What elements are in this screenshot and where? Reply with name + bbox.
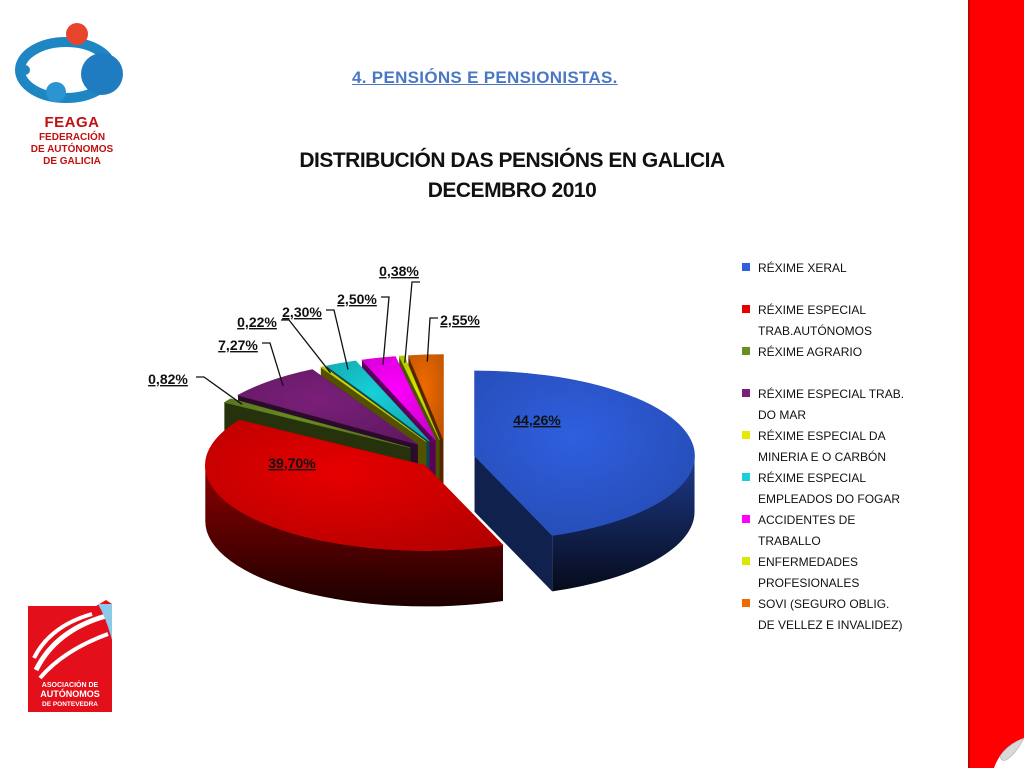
decorative-red-band [968,0,1024,768]
data-label: 2,50% [337,291,377,307]
apa-logo-text: DE PONTEVEDRA [42,701,98,708]
chart-title-line: DECEMBRO 2010 [427,179,597,202]
legend-label-line: RÉXIME ESPECIAL [758,471,867,485]
feaga-logo-icon [15,23,123,103]
apa-logo-icon: ASOCIACIÓN DE AUTÓNOMOS DE PONTEVEDRA [28,600,112,712]
slide-title: 4. PENSIÓNS E PENSIONISTAS. [352,68,618,87]
legend-label: ACCIDENTES DE TRABALLO [758,510,958,552]
data-label: 44,26% [513,412,561,428]
data-label: 7,27% [218,337,258,353]
feaga-name: FEAGA [44,114,100,131]
data-label: 0,82% [148,371,188,387]
legend-label-line: PROFESIONALES [758,576,860,590]
legend-swatch [742,431,750,439]
leader-line [326,309,349,370]
legend-label-line: RÉXIME ESPECIAL DA [758,429,886,443]
pie-slice [320,366,427,442]
legend-swatch [742,557,750,565]
data-label: 2,30% [282,304,322,320]
legend-label-line: MINERIA E O CARBÓN [758,450,887,464]
leader-line [404,281,420,363]
legend-swatch [742,263,750,271]
pie-slice [361,356,436,441]
feaga-subtitle-line: FEDERACIÓN [38,132,106,143]
legend-label-line: TRABALLO [758,534,821,548]
pie-chart: 44,26% 39,70% 0,82% 7,27% 0,22% 2,30% 2,50%0,3… [148,263,695,607]
pie-slice [205,419,504,551]
apa-logo-text: ASOCIACIÓN DE [42,680,99,689]
legend-label: RÉXIME ESPECIAL TRAB.AUTÓNOMOS [758,300,958,342]
legend-swatch [742,473,750,481]
leader-line [381,296,390,365]
legend-label-line: SOVI (SEGURO OBLIG. [758,597,890,611]
pie-slice [223,398,411,449]
pie-slice [474,370,695,536]
legend-label: ENFERMEDADES PROFESIONALES [758,552,958,594]
legend-swatch [742,599,750,607]
legend-label-line: RÉXIME AGRARIO [758,345,863,359]
pie-slice [398,355,440,440]
leader-line [426,317,438,362]
pie-slice [407,354,444,440]
data-label: 2,55% [440,312,480,328]
legend-label-line: DO MAR [758,408,806,422]
feaga-subtitle: FEDERACIÓN DE AUTÓNOMOS DE GALICIA [14,132,130,168]
legend-label-line: TRAB.AUTÓNOMOS [758,324,873,338]
leader-line [262,342,284,387]
pie-slice [237,369,418,445]
legend-label-line: EMPLEADOS DO FOGAR [758,492,901,506]
legend-label-line: RÉXIME XERAL [758,261,847,275]
legend-label-line: RÉXIME ESPECIAL TRAB. [758,387,905,401]
legend-label: RÉXIME ESPECIAL TRAB. DO MAR [758,384,958,426]
leader-line [281,319,331,374]
legend-label-line: ENFERMEDADES [758,555,859,569]
legend-label: RÉXIME AGRARIO [758,342,958,363]
legend-swatch [742,347,750,355]
legend-label: RÉXIME ESPECIAL DA MINERIA E O CARBÓN [758,426,958,468]
legend-swatch [742,389,750,397]
legend-label-line: ACCIDENTES DE [758,513,856,527]
legend-label-line: DE VELLEZ E INVALIDEZ) [758,618,903,632]
leader-line [196,376,243,405]
feaga-subtitle-line: DE AUTÓNOMOS [30,144,114,155]
legend-swatch [742,515,750,523]
pie-slice-side [474,455,695,592]
pie-slice [325,360,430,442]
legend-label: SOVI (SEGURO OBLIG. DE VELLEZ E INVALIDEZ… [758,594,958,636]
legend-label-line: RÉXIME ESPECIAL [758,303,867,317]
data-label: 0,22% [237,314,277,330]
legend-swatch [742,305,750,313]
data-label: 0,38% [379,263,419,279]
legend-label: RÉXIME ESPECIAL EMPLEADOS DO FOGAR [758,468,958,510]
chart-title: DISTRIBUCIÓN DAS PENSIÓNS EN GALICIA DEC… [252,146,772,206]
chart-title-line: DISTRIBUCIÓN DAS PENSIÓNS EN GALICIA [299,149,725,172]
legend-label: RÉXIME XERAL [758,258,958,279]
feaga-subtitle-line: DE GALICIA [43,156,101,167]
page-curl-icon [994,737,1024,768]
data-label: 39,70% [268,455,316,471]
apa-logo-text: AUTÓNOMOS [40,688,100,699]
